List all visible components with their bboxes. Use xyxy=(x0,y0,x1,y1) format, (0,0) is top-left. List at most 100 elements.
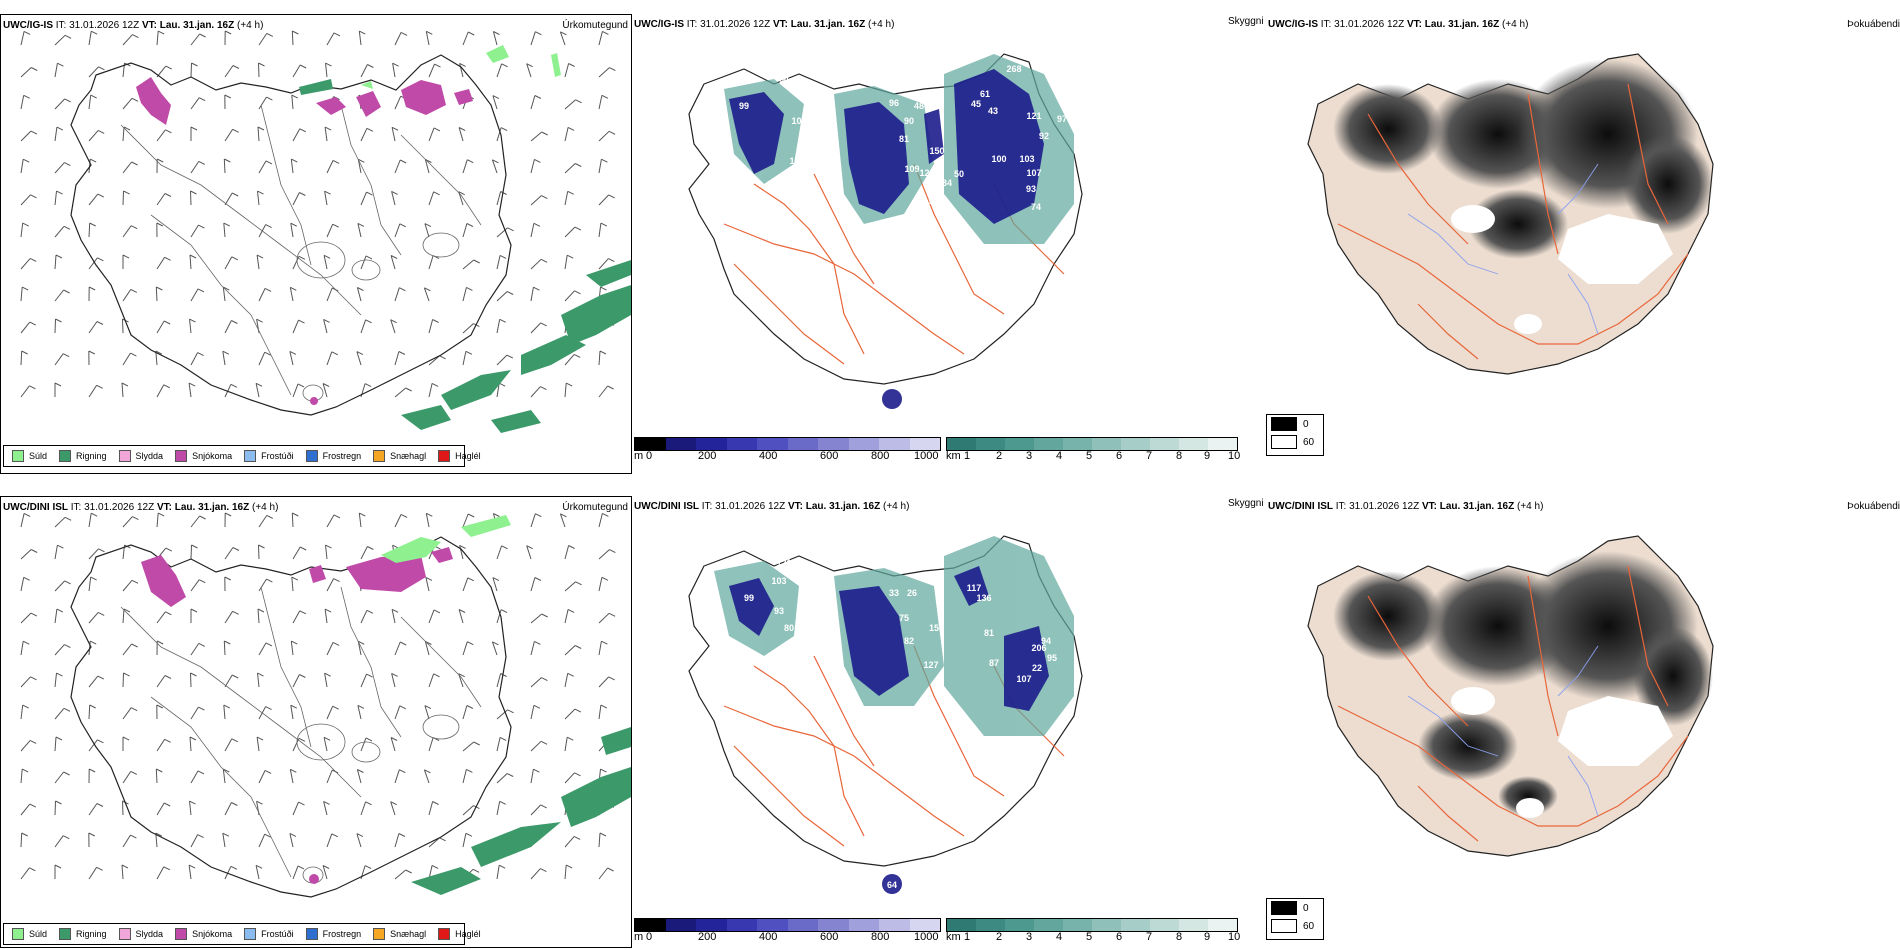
wind-barb xyxy=(156,384,165,398)
fog-header-1: UWC/IG-IS IT: 31.01.2026 12Z VT: Lau. 31… xyxy=(1268,19,1529,30)
wind-barb-flag xyxy=(466,223,474,227)
wind-barb xyxy=(564,226,576,238)
wind-barb xyxy=(88,513,92,528)
cloud-base-label: 26 xyxy=(907,588,917,598)
wind-barb-flag xyxy=(223,768,230,773)
wind-barb-flag xyxy=(291,158,298,163)
wind-barb-flag xyxy=(232,65,240,69)
wind-barb xyxy=(424,641,430,656)
wind-barb-flag xyxy=(467,159,474,164)
wind-barb xyxy=(88,257,98,270)
wind-barb xyxy=(394,351,400,366)
wind-barb xyxy=(391,609,396,624)
wind-barb xyxy=(20,385,30,398)
wind-barb-flag xyxy=(89,158,97,163)
wind-barb xyxy=(20,832,23,848)
legend-item-snaehagl: Snæhagl xyxy=(373,450,426,462)
wind-barb xyxy=(20,95,25,110)
wind-barb-flag xyxy=(258,544,265,549)
wind-barb-flag xyxy=(222,350,230,355)
fog-dark-areas xyxy=(1333,59,1713,259)
wind-barb xyxy=(530,868,541,880)
wind-barb xyxy=(564,163,576,174)
wind-barb-flag xyxy=(506,773,514,777)
wind-barb-flag xyxy=(507,227,514,232)
wind-barb-flag xyxy=(534,640,541,645)
wind-barb-flag xyxy=(608,612,616,617)
wind-barb xyxy=(289,351,294,366)
wind-barb-flag xyxy=(506,354,514,359)
wind-barb xyxy=(54,289,64,302)
wind-barb xyxy=(326,351,333,366)
wind-barb xyxy=(88,193,99,206)
wind-barb-flag xyxy=(359,512,366,517)
wind-barb xyxy=(598,31,603,46)
wind-barb-flag xyxy=(600,704,608,709)
wind-barb xyxy=(496,191,502,206)
wind-barb xyxy=(257,126,260,142)
wind-barb-flag xyxy=(64,34,72,39)
wind-barb-flag xyxy=(492,641,499,646)
wind-barb-flag xyxy=(156,704,164,709)
wind-barb-flag xyxy=(130,770,138,775)
wind-barb-flag xyxy=(399,705,407,710)
wind-barb-flag xyxy=(297,865,305,870)
wind-barb xyxy=(360,191,367,206)
wind-barb-flag xyxy=(55,254,63,259)
wind-barb xyxy=(88,739,98,752)
wind-barb xyxy=(458,609,464,624)
wind-barb xyxy=(20,223,24,238)
wind-barb-flag xyxy=(365,737,373,742)
wind-barb xyxy=(122,579,133,592)
wind-barb xyxy=(122,608,125,624)
wind-barb-flag xyxy=(357,222,365,227)
wind-barb-flag xyxy=(256,736,264,741)
wind-barb-flag xyxy=(29,385,36,390)
wind-barb xyxy=(564,127,569,142)
it-value: 31.01.2026 12Z xyxy=(69,20,140,31)
wind-barb xyxy=(462,259,475,270)
wind-barb xyxy=(394,514,402,528)
wind-barb xyxy=(122,352,131,366)
wind-barb-flag xyxy=(29,867,36,872)
wind-barb-flag xyxy=(540,740,548,745)
wind-barb-flag xyxy=(156,286,163,291)
wind-barb xyxy=(326,32,335,46)
wind-barb-flag xyxy=(574,290,581,295)
wind-barb xyxy=(360,801,367,816)
cloud-base-label: 107 xyxy=(1016,674,1031,684)
visibility-colorbar-1 xyxy=(946,437,1238,451)
wind-barb-flag xyxy=(54,864,62,869)
wind-barb-flag xyxy=(568,545,575,549)
wind-barb xyxy=(54,63,58,78)
wind-barb-flag xyxy=(157,512,165,517)
wind-barb xyxy=(598,641,602,656)
wind-barb-flag xyxy=(366,673,373,678)
wind-barb xyxy=(224,384,232,398)
wind-barb xyxy=(189,736,192,752)
wind-barb xyxy=(326,769,333,784)
wind-barb xyxy=(190,672,192,688)
wind-barb xyxy=(459,63,464,78)
wind-barb xyxy=(392,63,396,78)
wind-barb-flag xyxy=(467,31,475,36)
wind-barb-flag xyxy=(599,832,607,837)
wind-barb-flag xyxy=(439,837,446,842)
wind-barb xyxy=(559,31,566,46)
legend-item-snaehagl: Snæhagl xyxy=(373,928,426,940)
wind-barb xyxy=(190,706,199,720)
wind-barb xyxy=(530,613,543,624)
wind-barb xyxy=(292,383,299,398)
wind-barb-flag xyxy=(391,190,398,195)
fog-roads xyxy=(1337,83,1689,360)
wind-barb-flag xyxy=(63,225,71,230)
wind-barb xyxy=(496,63,503,78)
wind-barb xyxy=(357,641,362,656)
wind-barb xyxy=(394,95,402,110)
wind-barb xyxy=(496,354,508,366)
legend-item-haglel: Haglél xyxy=(438,450,481,462)
wind-barb xyxy=(224,192,233,206)
wind-barb-flag xyxy=(540,258,548,263)
wind-barb-flag xyxy=(324,190,331,195)
wind-barb-flag xyxy=(29,803,37,808)
